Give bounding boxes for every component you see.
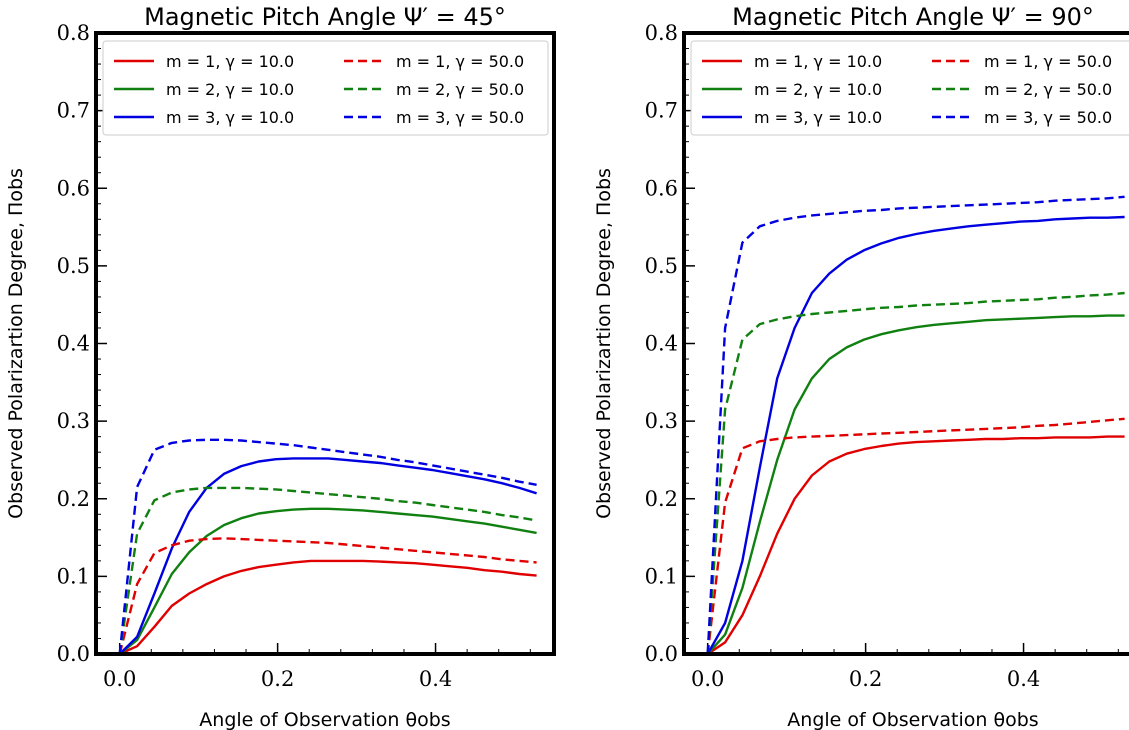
y-tick-label: 0.3 bbox=[57, 409, 90, 433]
series-line-2 bbox=[118, 507, 537, 654]
y-tick-label: 0.4 bbox=[57, 332, 90, 356]
y-tick-label: 0.2 bbox=[645, 487, 678, 511]
series-line-1 bbox=[119, 559, 537, 654]
y-tick-label: 0.4 bbox=[645, 332, 678, 356]
y-axis-label: Observed Polarizartion Degree, Πobs bbox=[593, 168, 615, 519]
x-tick-label: 0.2 bbox=[849, 667, 882, 691]
chart-panel-2: Magnetic Pitch Angle Ψ′ = 90° 0.0 0.1 0.2 0.… bbox=[593, 3, 1129, 730]
series-line-2 bbox=[706, 314, 1125, 654]
series-lines bbox=[706, 195, 1125, 654]
x-tick-label: 0.4 bbox=[419, 667, 452, 691]
legend-label-4: m = 1, γ = 50.0 bbox=[396, 52, 524, 71]
series-line-3 bbox=[706, 215, 1125, 654]
x-tick-label: 0.0 bbox=[103, 667, 136, 691]
legend-label-2: m = 2, γ = 10.0 bbox=[754, 80, 882, 99]
x-axis-label: Angle of Observation θobs bbox=[787, 709, 1038, 730]
plot-frame bbox=[94, 31, 556, 656]
chart-title: Magnetic Pitch Angle Ψ′ = 90° bbox=[732, 3, 1094, 31]
y-tick-label: 0.7 bbox=[57, 99, 90, 123]
series-line-4 bbox=[118, 537, 537, 654]
legend-label-5: m = 2, γ = 50.0 bbox=[984, 80, 1112, 99]
legend: m = 1, γ = 10.0 m = 2, γ = 10.0 m = 3, γ =… bbox=[690, 40, 1129, 136]
y-tick-label: 0.8 bbox=[57, 21, 90, 45]
y-tick-label: 0.7 bbox=[645, 99, 678, 123]
series-line-1 bbox=[707, 435, 1125, 654]
y-tick-label: 0.2 bbox=[57, 487, 90, 511]
y-tick-label: 0.1 bbox=[645, 564, 678, 588]
series-lines bbox=[118, 438, 537, 654]
chart-title: Magnetic Pitch Angle Ψ′ = 45° bbox=[144, 3, 506, 31]
series-line-4 bbox=[706, 417, 1125, 654]
x-axis-label: Angle of Observation θobs bbox=[199, 709, 450, 730]
y-tick-label: 0.8 bbox=[645, 21, 678, 45]
legend-label-1: m = 1, γ = 10.0 bbox=[754, 52, 882, 71]
chart-panel-1: Magnetic Pitch Angle Ψ′ = 45° 0.0 0.1 0.2 0.… bbox=[5, 3, 556, 730]
y-tick-label: 0.0 bbox=[57, 642, 90, 666]
legend-label-4: m = 1, γ = 50.0 bbox=[984, 52, 1112, 71]
series-line-6 bbox=[118, 438, 537, 654]
x-tick-label: 0.0 bbox=[691, 667, 724, 691]
y-tick-label: 0.1 bbox=[57, 564, 90, 588]
legend-label-5: m = 2, γ = 50.0 bbox=[396, 80, 524, 99]
y-tick-label: 0.6 bbox=[645, 176, 678, 200]
legend-label-6: m = 3, γ = 50.0 bbox=[984, 108, 1112, 127]
legend-box bbox=[102, 40, 549, 136]
legend-label-2: m = 2, γ = 10.0 bbox=[166, 80, 294, 99]
plot-frame bbox=[682, 31, 1129, 656]
x-tick-label: 0.2 bbox=[261, 667, 294, 691]
x-tick-label: 0.4 bbox=[1007, 667, 1040, 691]
y-tick-label: 0.6 bbox=[57, 176, 90, 200]
legend: m = 1, γ = 10.0 m = 2, γ = 10.0 m = 3, γ =… bbox=[102, 40, 549, 136]
series-line-5 bbox=[118, 486, 537, 654]
series-line-3 bbox=[118, 457, 537, 654]
series-line-6 bbox=[706, 195, 1125, 654]
series-line-5 bbox=[706, 291, 1125, 654]
y-tick-label: 0.5 bbox=[57, 254, 90, 278]
legend-label-1: m = 1, γ = 10.0 bbox=[166, 52, 294, 71]
y-tick-label: 0.3 bbox=[645, 409, 678, 433]
y-tick-label: 0.5 bbox=[645, 254, 678, 278]
legend-label-3: m = 3, γ = 10.0 bbox=[754, 108, 882, 127]
y-axis-label: Observed Polarizartion Degree, Πobs bbox=[5, 168, 27, 519]
legend-label-6: m = 3, γ = 50.0 bbox=[396, 108, 524, 127]
legend-box bbox=[690, 40, 1129, 136]
legend-label-3: m = 3, γ = 10.0 bbox=[166, 108, 294, 127]
y-tick-label: 0.0 bbox=[645, 642, 678, 666]
